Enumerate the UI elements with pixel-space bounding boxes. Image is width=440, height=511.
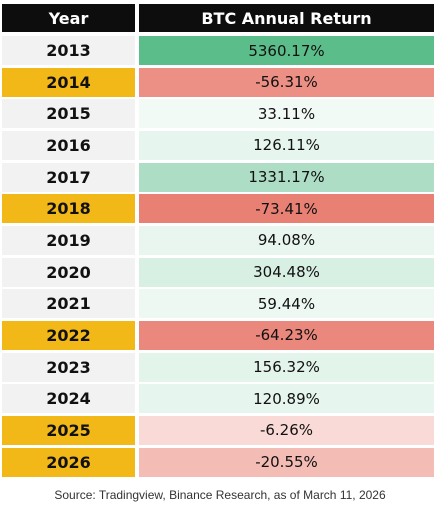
return-cell: 59.44%: [139, 289, 434, 319]
year-cell: 2014: [2, 67, 135, 97]
table-row: 2015 33.11%: [2, 99, 434, 129]
return-cell: 5360.17%: [139, 36, 434, 65]
year-cell: 2020: [2, 257, 135, 287]
return-cell: 156.32%: [139, 352, 434, 382]
table-row: 2020 304.48%: [2, 257, 434, 287]
return-cell: 126.11%: [139, 130, 434, 160]
year-cell: 2025: [2, 415, 135, 445]
year-cell: 2019: [2, 225, 135, 255]
table-row: 2017 1331.17%: [2, 162, 434, 192]
table-row: 2021 59.44%: [2, 289, 434, 319]
table-body: 2013 5360.17% 2014 -56.31% 2015 33.11% 2016 126…: [2, 36, 434, 477]
table-row: 2024 120.89%: [2, 384, 434, 414]
return-cell: -6.26%: [139, 415, 434, 445]
year-cell: 2021: [2, 289, 135, 319]
year-cell: 2022: [2, 320, 135, 350]
year-cell: 2026: [2, 447, 135, 477]
source-note: Source: Tradingview, Binance Research, a…: [54, 488, 386, 502]
return-column-header: BTC Annual Return: [139, 4, 434, 32]
table-row: 2022 -64.23%: [2, 320, 434, 350]
return-cell: -20.55%: [139, 447, 434, 477]
table-header: Year BTC Annual Return: [2, 4, 434, 32]
table-row: 2019 94.08%: [2, 225, 434, 255]
table-row: 2016 126.11%: [2, 130, 434, 160]
table-row: 2026 -20.55%: [2, 447, 434, 477]
return-cell: 33.11%: [139, 99, 434, 129]
year-cell: 2016: [2, 130, 135, 160]
year-cell: 2023: [2, 352, 135, 382]
year-column-header: Year: [2, 4, 135, 32]
return-cell: -64.23%: [139, 320, 434, 350]
return-cell: -73.41%: [139, 194, 434, 224]
return-cell: 304.48%: [139, 257, 434, 287]
year-cell: 2024: [2, 384, 135, 414]
return-cell: 120.89%: [139, 384, 434, 414]
return-cell: 1331.17%: [139, 162, 434, 192]
year-cell: 2017: [2, 162, 135, 192]
return-cell: -56.31%: [139, 67, 434, 97]
year-cell: 2015: [2, 99, 135, 129]
table-row: 2014 -56.31%: [2, 67, 434, 97]
year-cell: 2013: [2, 36, 135, 65]
table-row: 2023 156.32%: [2, 352, 434, 382]
table-row: 2013 5360.17%: [2, 36, 434, 65]
table-row: 2025 -6.26%: [2, 415, 434, 445]
table-row: 2018 -73.41%: [2, 194, 434, 224]
returns-table: Year BTC Annual Return 2013 5360.17% 2014-…: [2, 4, 434, 479]
return-cell: 94.08%: [139, 225, 434, 255]
year-cell: 2018: [2, 194, 135, 224]
